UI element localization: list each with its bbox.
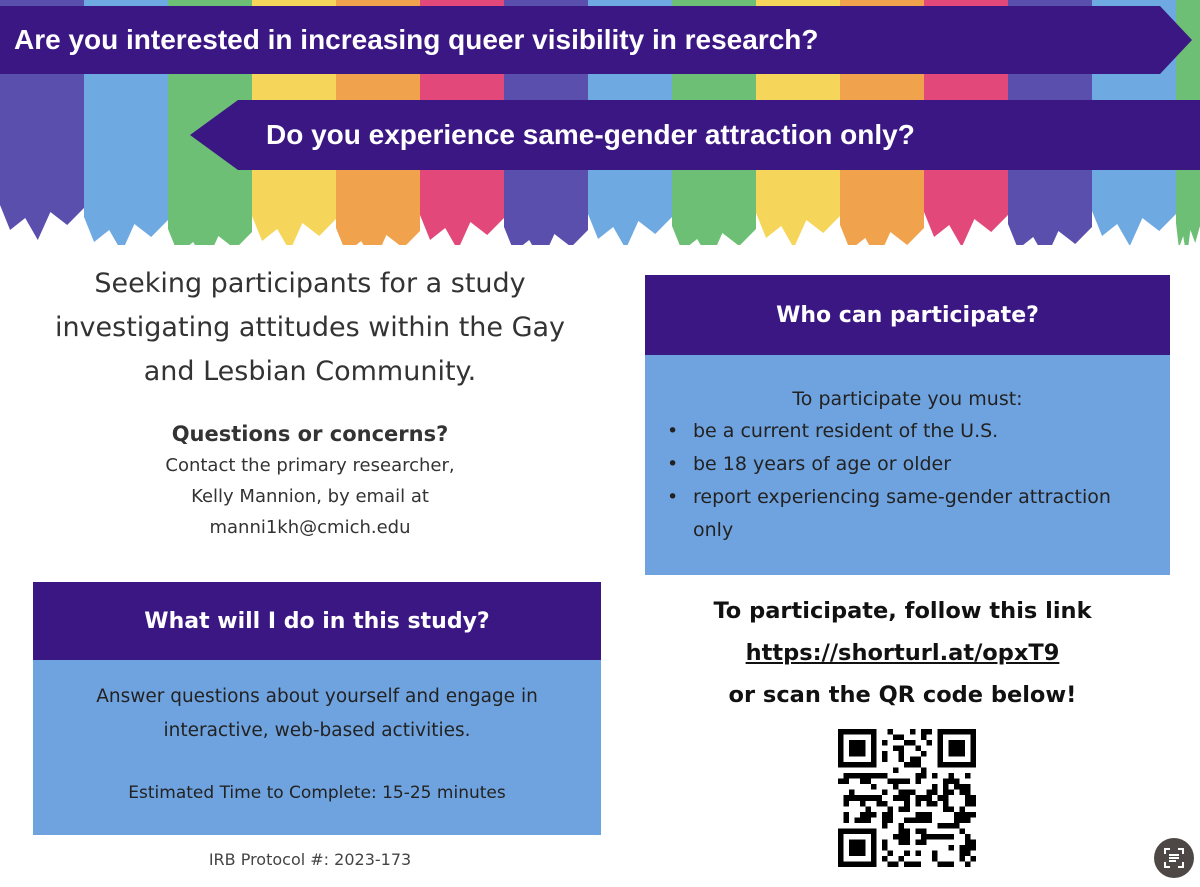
cta-line: To participate, follow this link	[713, 598, 1092, 624]
qr-code[interactable]	[838, 729, 976, 867]
study-link[interactable]: https://shorturl.at/opxT9	[745, 640, 1060, 666]
top-banner: Are you interested in increasing queer v…	[0, 6, 1192, 74]
study-heading: What will I do in this study?	[33, 582, 601, 660]
scan-text-icon[interactable]	[1154, 838, 1194, 878]
eligibility-item: be 18 years of age or older	[667, 448, 1170, 481]
contact-section: Questions or concerns? Contact the prima…	[60, 418, 560, 543]
second-banner: Do you experience same-gender attraction…	[190, 100, 1200, 170]
eligibility-box: Who can participate? To participate you …	[645, 275, 1170, 575]
eligibility-list: be a current resident of the U.S. be 18 …	[645, 415, 1170, 547]
banner-text: Do you experience same-gender attraction…	[266, 119, 915, 150]
contact-email[interactable]: manni1kh@cmich.edu	[209, 517, 411, 538]
contact-line: Contact the primary researcher,	[165, 455, 455, 476]
estimated-time: Estimated Time to Complete: 15-25 minute…	[128, 783, 506, 803]
irb-protocol: IRB Protocol #: 2023-173	[208, 850, 412, 869]
contact-line: Kelly Mannion, by email at	[191, 486, 429, 507]
study-description: Answer questions about yourself and enga…	[96, 686, 538, 741]
banner-text: Are you interested in increasing queer v…	[14, 24, 819, 55]
eligibility-heading: Who can participate?	[645, 275, 1170, 355]
contact-heading: Questions or concerns?	[171, 422, 449, 446]
intro-text: Seeking participants for a study investi…	[54, 268, 566, 387]
eligibility-lead: To participate you must:	[792, 388, 1023, 410]
call-to-action: To participate, follow this link https:/…	[650, 590, 1155, 716]
eligibility-item: report experiencing same-gender attracti…	[667, 481, 1170, 547]
cta-line: or scan the QR code below!	[728, 682, 1077, 708]
study-box: What will I do in this study? Answer que…	[33, 582, 601, 835]
eligibility-item: be a current resident of the U.S.	[667, 415, 1170, 448]
